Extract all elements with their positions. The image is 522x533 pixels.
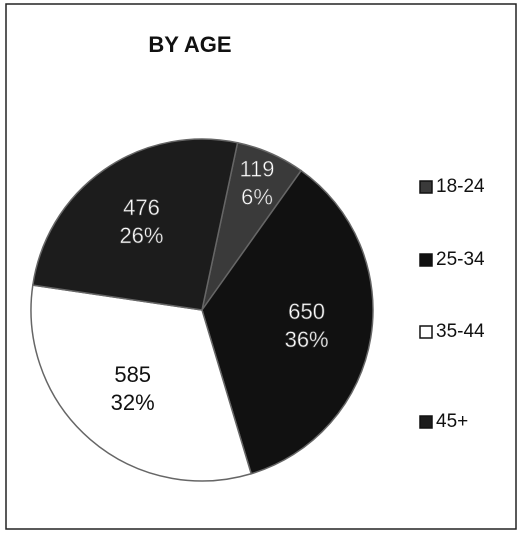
- percent-label: 32%: [111, 390, 155, 415]
- pie-slice: [201, 169, 374, 475]
- pie-slice: [31, 138, 239, 311]
- percent-label: 6%: [241, 185, 273, 210]
- data-label: 650: [288, 299, 325, 324]
- percent-label: 36%: [285, 327, 329, 352]
- legend-label: 25-34: [436, 249, 485, 270]
- legend-swatch: [419, 325, 433, 339]
- legend-label: 45+: [436, 411, 468, 432]
- data-label: 476: [123, 195, 160, 220]
- legend-swatch: [419, 180, 433, 194]
- legend-swatch: [419, 415, 433, 429]
- chart-title: BY AGE: [148, 32, 231, 57]
- legend-label: 35-44: [436, 321, 485, 342]
- legend-swatch: [419, 253, 433, 267]
- percent-label: 26%: [119, 223, 163, 248]
- pie-slice: [30, 284, 253, 482]
- legend-label: 18-24: [436, 176, 485, 197]
- data-label: 585: [114, 362, 151, 387]
- data-label: 119: [239, 157, 274, 182]
